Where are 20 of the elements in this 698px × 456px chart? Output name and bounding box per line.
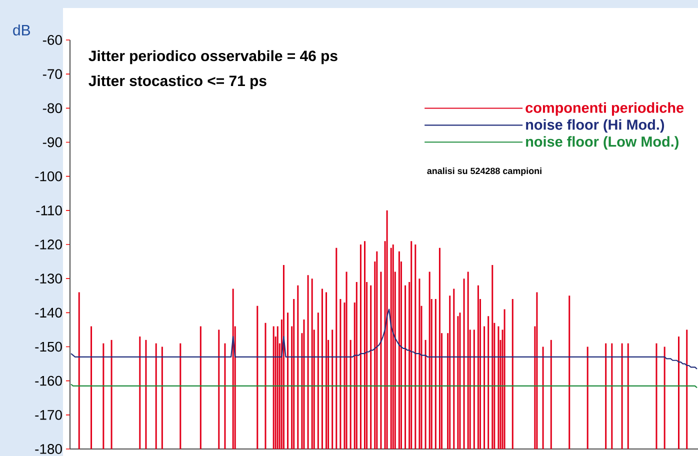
y-tick-label: -150: [35, 342, 62, 352]
y-tick-label: -170: [35, 410, 62, 420]
annotation: analisi su 524288 campioni: [427, 168, 542, 176]
y-tick-label: -70: [42, 69, 62, 80]
y-tick-label: -160: [35, 376, 62, 386]
y-tick-label: -180: [35, 444, 62, 454]
annotation: Jitter stocastico <= 71 ps: [88, 75, 266, 90]
y-tick-label: -110: [36, 205, 62, 216]
y-tick-label: -80: [42, 103, 62, 114]
annotation: Jitter periodico osservabile = 46 ps: [88, 50, 338, 64]
y-tick-label: -60: [42, 35, 62, 45]
y-tick-label: -100: [35, 171, 62, 182]
text: noise floor (Low Mod.): [526, 136, 678, 150]
y-tick-label: -120: [35, 240, 62, 250]
text: noise floor (Hi Mod.): [526, 119, 664, 133]
y-tick-label: -130: [35, 274, 62, 284]
text: componenti periodiche: [526, 102, 684, 116]
y-tick-label: -140: [35, 308, 62, 318]
y-tick-label: -90: [42, 137, 62, 148]
y-axis-title: dB: [13, 24, 30, 36]
